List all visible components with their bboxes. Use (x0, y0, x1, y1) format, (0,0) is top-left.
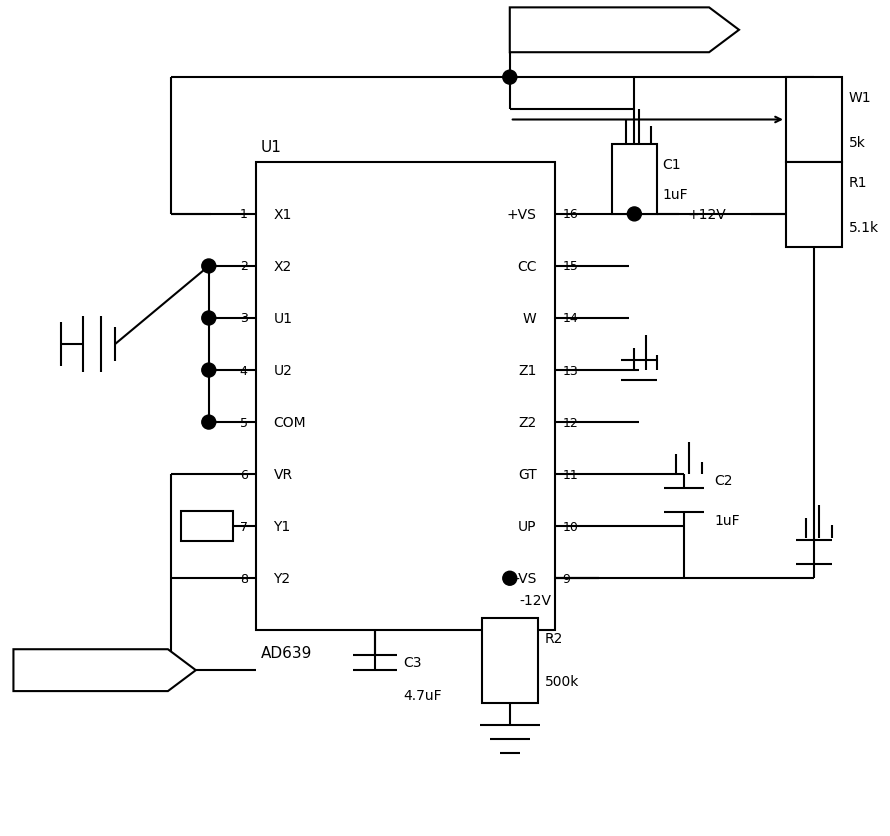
Text: 11: 11 (562, 468, 578, 481)
Text: ACOS_in: ACOS_in (53, 661, 129, 680)
Bar (786, 78, 842, 163)
Text: 3: 3 (239, 312, 247, 325)
Text: CC: CC (517, 260, 537, 273)
Bar (255, 163, 554, 630)
Text: W: W (523, 312, 537, 325)
Circle shape (202, 364, 215, 378)
Circle shape (202, 312, 215, 325)
Text: +VS: +VS (506, 207, 537, 222)
Polygon shape (510, 8, 739, 54)
Text: VR: VR (273, 467, 293, 482)
Text: 8: 8 (239, 572, 247, 585)
Text: Y1: Y1 (273, 519, 291, 533)
Text: C1: C1 (662, 158, 681, 172)
Text: Z2: Z2 (519, 415, 537, 430)
Text: 13: 13 (562, 364, 578, 377)
Text: 2: 2 (239, 260, 247, 273)
Text: 5: 5 (239, 416, 247, 429)
Text: W1: W1 (849, 91, 871, 105)
Text: 7: 7 (239, 520, 247, 533)
Text: U1: U1 (273, 312, 293, 325)
Polygon shape (13, 650, 196, 691)
Bar (786, 163, 842, 247)
Text: 14: 14 (562, 312, 578, 325)
Text: AD639: AD639 (261, 645, 312, 660)
Text: 1uF: 1uF (662, 188, 688, 201)
Text: 4.7uF: 4.7uF (403, 688, 441, 702)
Text: 15: 15 (562, 260, 578, 273)
Circle shape (202, 260, 215, 273)
Text: 1uF: 1uF (714, 513, 740, 528)
Bar (181, 512, 232, 542)
Text: 500k: 500k (545, 674, 579, 688)
Bar (612, 145, 657, 215)
Text: R2: R2 (545, 631, 563, 645)
Circle shape (627, 207, 642, 222)
Text: -12V: -12V (520, 594, 552, 608)
Circle shape (503, 71, 517, 85)
Text: GT: GT (518, 467, 537, 482)
Text: C3: C3 (403, 655, 422, 670)
Text: 12: 12 (562, 416, 578, 429)
Text: -VS: -VS (514, 572, 537, 585)
Bar (481, 619, 538, 703)
Text: ACOS_out: ACOS_out (564, 22, 655, 40)
Text: U2: U2 (273, 364, 293, 378)
Text: 10: 10 (562, 520, 578, 533)
Text: X2: X2 (273, 260, 292, 273)
Text: X1: X1 (273, 207, 292, 222)
Text: R1: R1 (849, 176, 867, 190)
Text: COM: COM (273, 415, 306, 430)
Text: 4: 4 (239, 364, 247, 377)
Text: C2: C2 (714, 474, 732, 487)
Text: 5.1k: 5.1k (849, 221, 878, 234)
Text: 6: 6 (239, 468, 247, 481)
Text: 9: 9 (562, 572, 570, 585)
Text: U1: U1 (261, 140, 281, 155)
Text: +12V: +12V (687, 207, 726, 222)
Text: Y2: Y2 (273, 572, 291, 585)
Text: 5k: 5k (849, 135, 866, 150)
Text: UP: UP (518, 519, 537, 533)
Circle shape (202, 415, 215, 430)
Text: 1: 1 (239, 208, 247, 222)
Text: 16: 16 (562, 208, 578, 222)
Text: Z1: Z1 (518, 364, 537, 378)
Circle shape (503, 572, 517, 585)
